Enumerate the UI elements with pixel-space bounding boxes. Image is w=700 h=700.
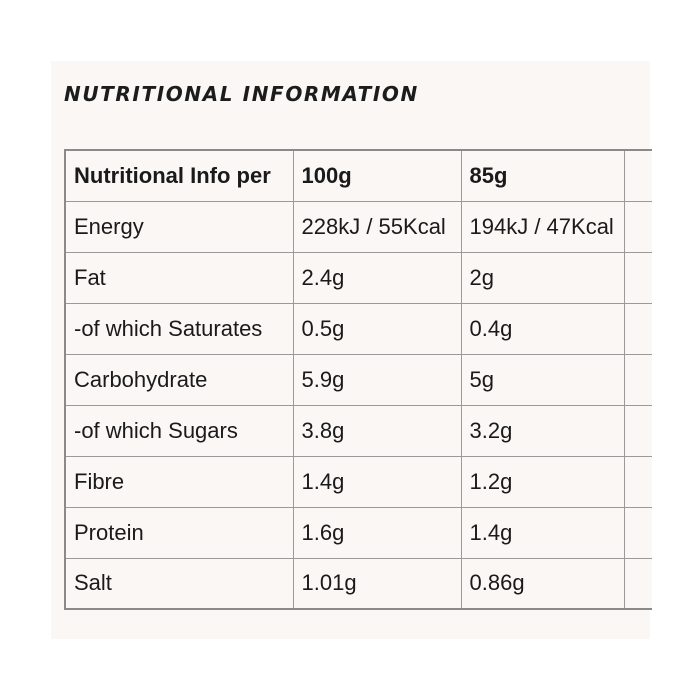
empty-cell	[623, 404, 652, 457]
value-100g: 5.9g	[292, 353, 462, 406]
row-label: Energy	[64, 200, 294, 253]
value-100g: 228kJ / 55Kcal	[292, 200, 462, 253]
empty-cell	[623, 353, 652, 406]
row-label: Fibre	[64, 455, 294, 508]
table-row-protein: Protein 1.6g 1.4g	[64, 506, 652, 559]
value-85g: 3.2g	[460, 404, 625, 457]
value-85g: 5g	[460, 353, 625, 406]
row-label: Fat	[64, 251, 294, 304]
value-100g: 2.4g	[292, 251, 462, 304]
row-label: -of which Sugars	[64, 404, 294, 457]
table-row-fat: Fat 2.4g 2g	[64, 251, 652, 304]
row-label: Carbohydrate	[64, 353, 294, 406]
table-row-energy: Energy 228kJ / 55Kcal 194kJ / 47Kcal	[64, 200, 652, 253]
empty-cell	[623, 455, 652, 508]
value-85g: 0.4g	[460, 302, 625, 355]
empty-cell	[623, 251, 652, 304]
value-85g: 1.2g	[460, 455, 625, 508]
value-100g: 1.01g	[292, 557, 462, 610]
header-100g: 100g	[292, 149, 462, 202]
empty-cell	[623, 200, 652, 253]
value-100g: 3.8g	[292, 404, 462, 457]
header-85g: 85g	[460, 149, 625, 202]
section-heading: NUTRITIONAL INFORMATION	[64, 82, 419, 106]
row-label: -of which Saturates	[64, 302, 294, 355]
empty-cell	[623, 302, 652, 355]
value-100g: 1.4g	[292, 455, 462, 508]
empty-cell	[623, 506, 652, 559]
table-row-carbohydrate: Carbohydrate 5.9g 5g	[64, 353, 652, 406]
value-85g: 2g	[460, 251, 625, 304]
row-label: Protein	[64, 506, 294, 559]
row-label: Salt	[64, 557, 294, 610]
value-85g: 194kJ / 47Kcal	[460, 200, 625, 253]
empty-cell	[623, 557, 652, 610]
value-100g: 1.6g	[292, 506, 462, 559]
value-85g: 0.86g	[460, 557, 625, 610]
empty-cell	[623, 149, 652, 202]
value-100g: 0.5g	[292, 302, 462, 355]
table-row-saturates: -of which Saturates 0.5g 0.4g	[64, 302, 652, 355]
header-label: Nutritional Info per	[64, 149, 294, 202]
table-row-salt: Salt 1.01g 0.86g	[64, 557, 652, 610]
table-header-row: Nutritional Info per 100g 85g	[64, 149, 652, 202]
value-85g: 1.4g	[460, 506, 625, 559]
nutrition-table: Nutritional Info per 100g 85g Energy 228…	[64, 149, 652, 610]
table-row-fibre: Fibre 1.4g 1.2g	[64, 455, 652, 508]
table-row-sugars: -of which Sugars 3.8g 3.2g	[64, 404, 652, 457]
